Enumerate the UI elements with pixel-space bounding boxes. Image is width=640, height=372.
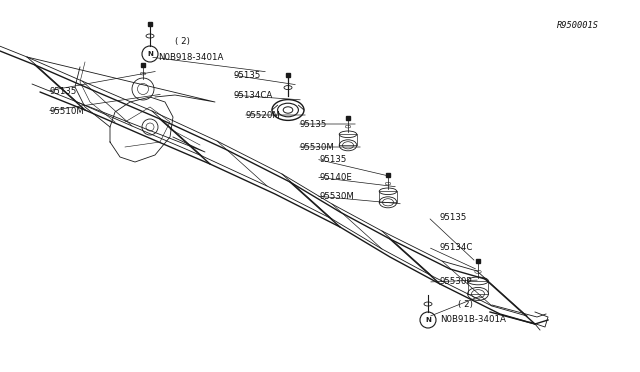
Text: N0B918-3401A: N0B918-3401A: [158, 52, 223, 61]
Text: ( 2): ( 2): [458, 299, 473, 308]
Text: 95140E: 95140E: [320, 173, 353, 182]
Text: N0B91B-3401A: N0B91B-3401A: [440, 315, 506, 324]
Text: 95520M: 95520M: [246, 110, 281, 119]
Text: 95135: 95135: [300, 119, 328, 128]
Text: 95530M: 95530M: [320, 192, 355, 201]
Text: 95135: 95135: [440, 212, 467, 221]
Text: 95530M: 95530M: [300, 142, 335, 151]
Text: 95135: 95135: [320, 154, 348, 164]
Text: N: N: [147, 51, 153, 57]
Text: N: N: [425, 317, 431, 323]
Text: 95135: 95135: [49, 87, 76, 96]
Text: 95530P: 95530P: [440, 278, 472, 286]
Text: R950001S: R950001S: [557, 20, 599, 29]
Text: 95135: 95135: [234, 71, 261, 80]
Text: 95510M: 95510M: [49, 106, 84, 115]
Text: 95134C: 95134C: [440, 243, 474, 251]
Text: 95134CA: 95134CA: [234, 90, 273, 99]
Text: ( 2): ( 2): [175, 36, 190, 45]
